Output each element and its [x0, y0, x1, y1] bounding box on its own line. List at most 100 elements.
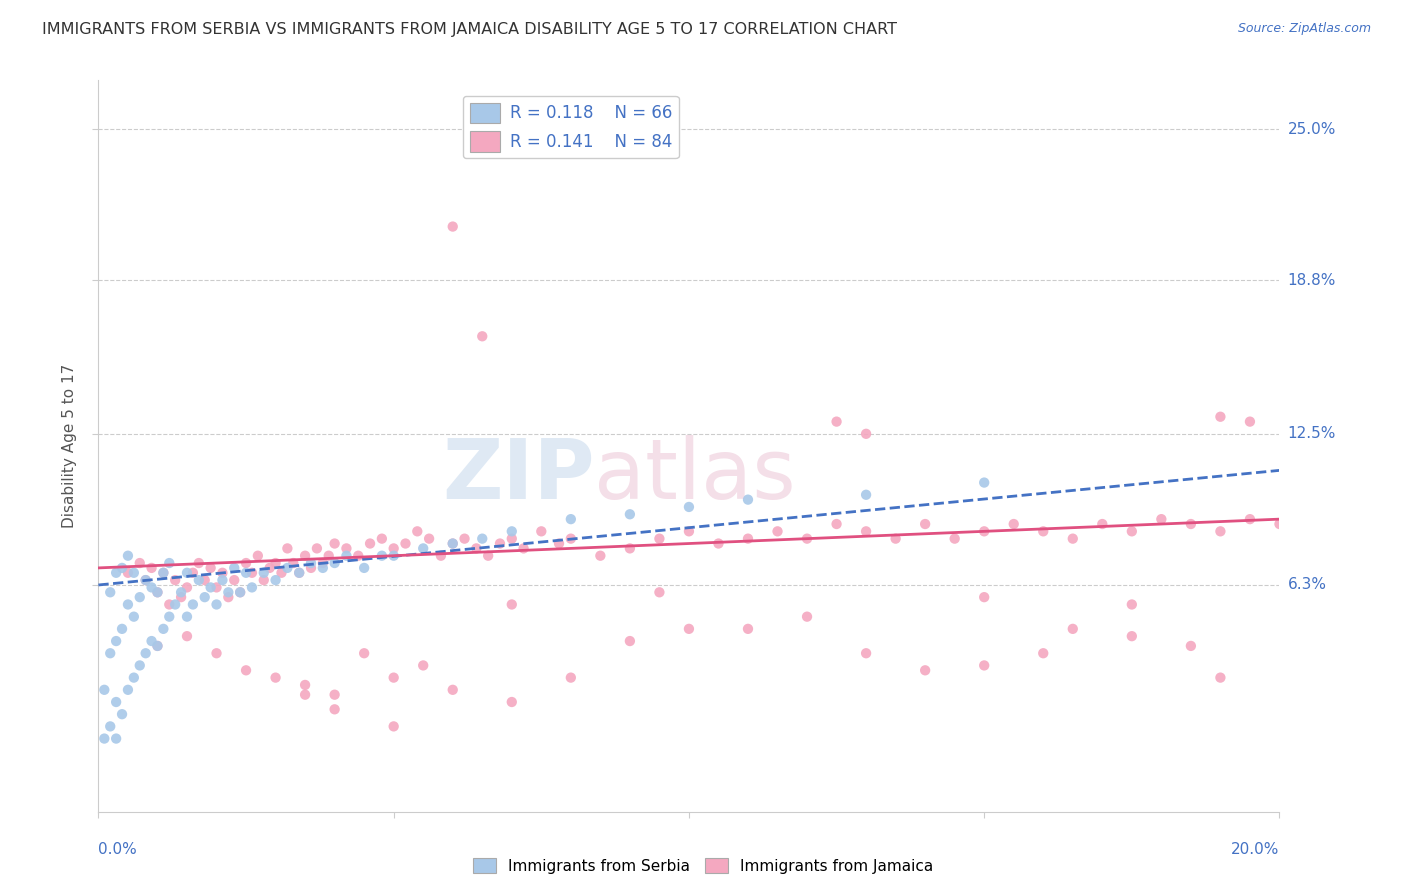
- Point: [973, 590, 995, 604]
- Point: [619, 541, 641, 556]
- Point: [512, 541, 534, 556]
- Point: [205, 598, 228, 612]
- Point: [253, 573, 276, 587]
- Point: [1180, 639, 1202, 653]
- Point: [146, 639, 169, 653]
- Point: [1239, 415, 1261, 429]
- Point: [678, 622, 700, 636]
- Point: [229, 585, 252, 599]
- Point: [1150, 512, 1173, 526]
- Point: [619, 508, 641, 522]
- Point: [548, 536, 571, 550]
- Point: [412, 658, 434, 673]
- Point: [187, 573, 209, 587]
- Point: [246, 549, 269, 563]
- Point: [105, 731, 128, 746]
- Point: [229, 585, 252, 599]
- Point: [146, 585, 169, 599]
- Point: [766, 524, 789, 539]
- Point: [170, 585, 193, 599]
- Point: [288, 566, 311, 580]
- Point: [122, 566, 145, 580]
- Point: [165, 573, 187, 587]
- Point: [335, 541, 357, 556]
- Point: [825, 415, 848, 429]
- Point: [1268, 516, 1291, 531]
- Point: [157, 598, 180, 612]
- Point: [111, 707, 134, 722]
- Point: [453, 532, 475, 546]
- Point: [382, 541, 405, 556]
- Point: [1032, 646, 1054, 660]
- Point: [353, 561, 375, 575]
- Point: [224, 573, 246, 587]
- Point: [240, 566, 263, 580]
- Point: [270, 566, 292, 580]
- Text: atlas: atlas: [595, 434, 796, 516]
- Point: [235, 556, 257, 570]
- Point: [98, 719, 121, 733]
- Point: [152, 566, 174, 580]
- Point: [1209, 671, 1232, 685]
- Point: [323, 536, 346, 550]
- Point: [235, 663, 257, 677]
- Text: 12.5%: 12.5%: [1288, 426, 1336, 442]
- Point: [111, 561, 134, 575]
- Point: [235, 566, 257, 580]
- Point: [973, 658, 995, 673]
- Point: [117, 682, 139, 697]
- Point: [418, 532, 440, 546]
- Point: [211, 573, 233, 587]
- Point: [264, 556, 287, 570]
- Point: [253, 566, 276, 580]
- Point: [796, 609, 818, 624]
- Point: [737, 492, 759, 507]
- Point: [141, 634, 163, 648]
- Point: [335, 549, 357, 563]
- Point: [471, 532, 494, 546]
- Point: [914, 663, 936, 677]
- Point: [394, 536, 416, 550]
- Point: [305, 541, 328, 556]
- Point: [441, 219, 464, 234]
- Point: [157, 609, 180, 624]
- Point: [146, 585, 169, 599]
- Point: [1032, 524, 1054, 539]
- Point: [489, 536, 512, 550]
- Text: 18.8%: 18.8%: [1288, 273, 1336, 288]
- Point: [141, 581, 163, 595]
- Point: [430, 549, 453, 563]
- Point: [181, 598, 204, 612]
- Point: [382, 719, 405, 733]
- Point: [560, 512, 582, 526]
- Point: [211, 566, 233, 580]
- Point: [299, 556, 322, 570]
- Point: [973, 524, 995, 539]
- Point: [1180, 516, 1202, 531]
- Point: [264, 573, 287, 587]
- Point: [111, 622, 134, 636]
- Point: [176, 609, 198, 624]
- Point: [560, 532, 582, 546]
- Point: [170, 590, 193, 604]
- Point: [501, 695, 523, 709]
- Point: [200, 561, 222, 575]
- Point: [98, 646, 121, 660]
- Point: [152, 622, 174, 636]
- Point: [441, 536, 464, 550]
- Point: [323, 688, 346, 702]
- Point: [737, 532, 759, 546]
- Point: [98, 585, 121, 599]
- Point: [1002, 516, 1025, 531]
- Point: [501, 598, 523, 612]
- Point: [855, 524, 877, 539]
- Point: [93, 731, 115, 746]
- Point: [299, 561, 322, 575]
- Point: [152, 566, 174, 580]
- Point: [176, 581, 198, 595]
- Point: [157, 556, 180, 570]
- Point: [283, 556, 305, 570]
- Point: [93, 682, 115, 697]
- Text: 25.0%: 25.0%: [1288, 121, 1336, 136]
- Point: [359, 536, 381, 550]
